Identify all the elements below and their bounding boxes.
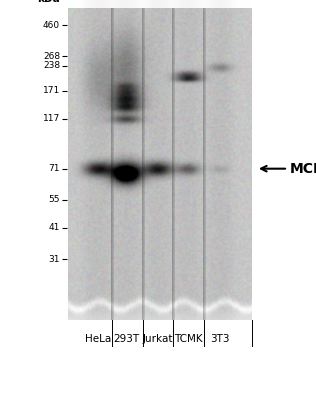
Text: 268: 268 [43, 52, 60, 61]
Text: 293T: 293T [113, 334, 139, 344]
Text: 171: 171 [43, 86, 60, 95]
Text: 460: 460 [43, 21, 60, 30]
Text: 55: 55 [48, 195, 60, 204]
Text: HeLa: HeLa [85, 334, 111, 344]
Text: 238: 238 [43, 61, 60, 70]
Text: Jurkat: Jurkat [143, 334, 173, 344]
Text: 3T3: 3T3 [210, 334, 230, 344]
Text: MCM7: MCM7 [290, 162, 316, 176]
Text: kDa: kDa [37, 0, 60, 4]
Text: TCMK: TCMK [174, 334, 202, 344]
Text: 117: 117 [43, 114, 60, 123]
Text: 41: 41 [49, 224, 60, 232]
Text: 71: 71 [48, 164, 60, 173]
Text: 31: 31 [48, 255, 60, 264]
